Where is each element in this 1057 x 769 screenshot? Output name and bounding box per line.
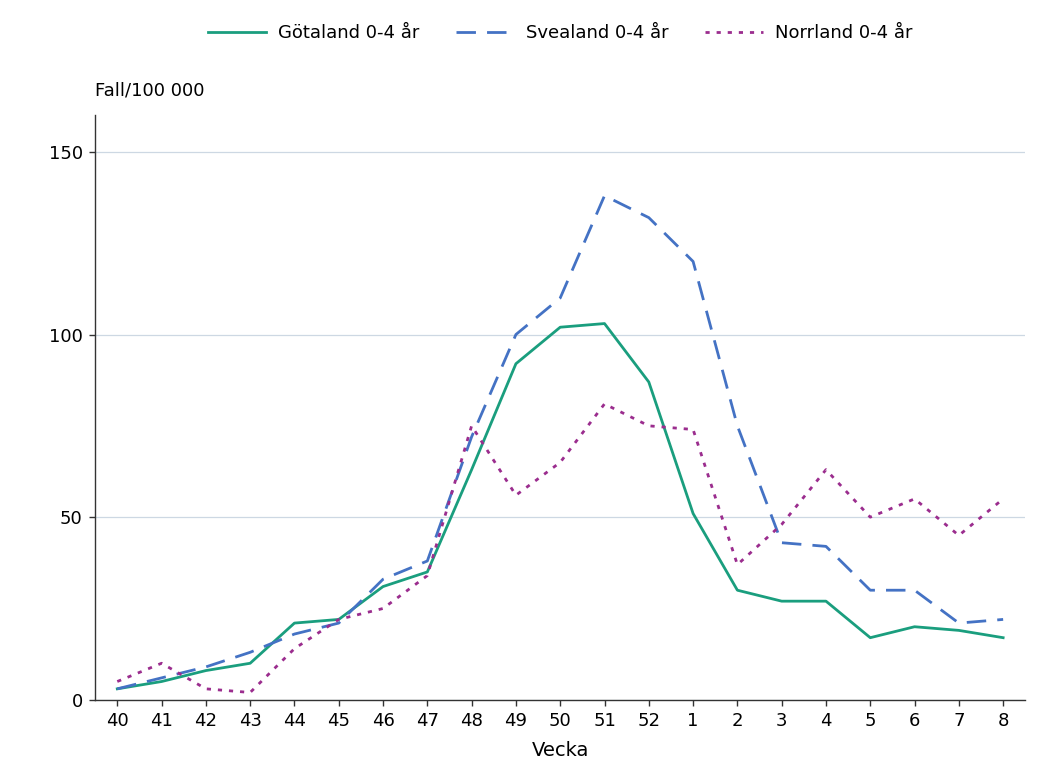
Legend: Götaland 0-4 år, Svealand 0-4 år, Norrland 0-4 år: Götaland 0-4 år, Svealand 0-4 år, Norrla… [201, 17, 920, 49]
Text: Fall/100 000: Fall/100 000 [95, 82, 205, 100]
X-axis label: Vecka: Vecka [532, 741, 589, 761]
